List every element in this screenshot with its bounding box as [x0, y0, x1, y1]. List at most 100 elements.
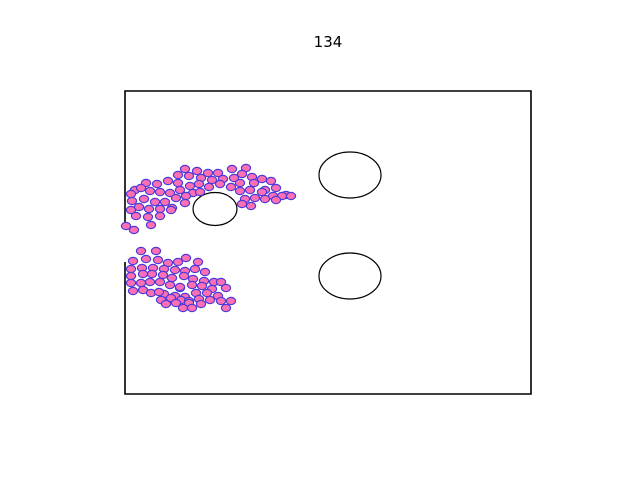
- particle: [127, 286, 139, 296]
- particle: [179, 198, 191, 208]
- particle: [234, 186, 246, 196]
- particle: [152, 255, 164, 265]
- particle: [160, 299, 172, 309]
- particle: [127, 256, 139, 266]
- particle: [179, 164, 191, 174]
- particle: [245, 201, 257, 211]
- particle: [120, 221, 132, 231]
- particle: [192, 257, 204, 267]
- particle: [189, 264, 201, 274]
- particle: [144, 277, 156, 287]
- particle: [125, 264, 137, 274]
- particle: [125, 189, 137, 199]
- particle: [194, 187, 206, 197]
- particle: [226, 164, 238, 174]
- particle: [157, 270, 169, 280]
- particle: [186, 303, 198, 313]
- particle: [196, 281, 208, 291]
- particle: [162, 176, 174, 186]
- particle: [244, 185, 256, 195]
- particle: [154, 204, 166, 214]
- particle: [169, 265, 181, 275]
- particle: [174, 282, 186, 292]
- particle: [256, 187, 268, 197]
- particle: [215, 277, 227, 287]
- particle: [172, 170, 184, 180]
- particle: [186, 280, 198, 290]
- particle: [143, 204, 155, 214]
- particle: [204, 295, 216, 305]
- particle: [170, 193, 182, 203]
- particle: [138, 194, 150, 204]
- particle: [215, 296, 227, 306]
- particle: [164, 280, 176, 290]
- particle: [178, 271, 190, 281]
- particle: [225, 296, 237, 306]
- particle: [151, 179, 163, 189]
- step-counter: 134: [313, 33, 343, 51]
- particle: [220, 283, 232, 293]
- particle: [140, 254, 152, 264]
- particle: [202, 168, 214, 178]
- particle: [150, 246, 162, 256]
- particle: [154, 211, 166, 221]
- particle: [234, 178, 246, 188]
- particle: [144, 186, 156, 196]
- particle: [170, 298, 182, 308]
- particle: [172, 178, 184, 188]
- particle: [177, 303, 189, 313]
- particle: [135, 183, 147, 193]
- particle: [249, 193, 261, 203]
- particle: [165, 205, 177, 215]
- particle: [214, 179, 226, 189]
- particle: [142, 212, 154, 222]
- particle: [153, 287, 165, 297]
- particle: [126, 196, 138, 206]
- particle: [172, 257, 184, 267]
- particle: [128, 225, 140, 235]
- particle: [130, 211, 142, 221]
- particle: [133, 202, 145, 212]
- particle: [201, 288, 213, 298]
- particle: [248, 178, 260, 188]
- particle: [195, 299, 207, 309]
- obstacle-circle: [318, 151, 382, 199]
- particle: [203, 182, 215, 192]
- particle: [236, 169, 248, 179]
- particle: [191, 166, 203, 176]
- obstacle-circle: [318, 252, 382, 300]
- particle: [184, 181, 196, 191]
- particle: [220, 303, 232, 313]
- container-wall: [124, 90, 532, 395]
- particle: [180, 253, 192, 263]
- particle: [174, 185, 186, 195]
- particle: [285, 191, 297, 201]
- obstacle-circle: [192, 191, 238, 227]
- particle: [183, 171, 195, 181]
- particle: [125, 271, 137, 281]
- particle: [125, 278, 137, 288]
- particle-layer: [120, 163, 297, 313]
- particle: [228, 173, 240, 183]
- particle: [135, 246, 147, 256]
- particle: [265, 176, 277, 186]
- particle: [225, 182, 237, 192]
- particle: [149, 197, 161, 207]
- particle: [159, 197, 171, 207]
- particle: [180, 191, 192, 201]
- particle: [146, 269, 158, 279]
- particle: [135, 278, 147, 288]
- particle: [154, 187, 166, 197]
- particle: [199, 267, 211, 277]
- particle: [166, 273, 178, 283]
- particle: [259, 194, 271, 204]
- particle: [236, 199, 248, 209]
- particle: [145, 220, 157, 230]
- particle: [164, 188, 176, 198]
- particle: [270, 195, 282, 205]
- particle: [212, 168, 224, 178]
- particle: [270, 183, 282, 193]
- particle: [154, 277, 166, 287]
- particle: [193, 179, 205, 189]
